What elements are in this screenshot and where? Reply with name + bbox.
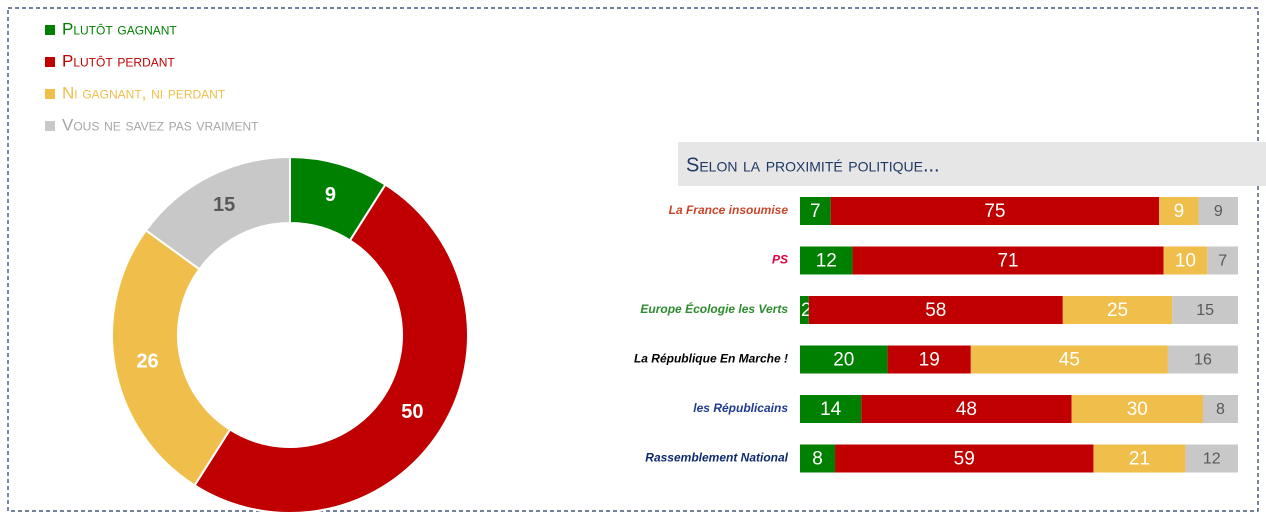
bar-segment (800, 345, 888, 374)
chart-title: Selon la proximité politique... (686, 154, 940, 176)
data-label: 30 (1127, 399, 1148, 420)
legend-label: Ni gagnant, ni perdant (62, 83, 226, 102)
donut-segment (111, 228, 232, 487)
data-label: 71 (997, 251, 1018, 272)
legend-label: Vous ne savez pas vraiment (62, 115, 259, 134)
category-label: Europe Écologie les Verts (640, 301, 788, 316)
bar-segment (835, 444, 1094, 473)
data-label: 10 (1175, 251, 1196, 272)
data-label: 59 (954, 449, 975, 470)
data-label: 20 (833, 350, 854, 371)
bar-segment (1185, 444, 1238, 473)
legend-swatch (45, 121, 55, 131)
bar-segment (1062, 296, 1173, 324)
bar-segment (800, 395, 862, 423)
category-label: PS (772, 253, 788, 267)
bar-segment (970, 345, 1168, 374)
bar-segment (1202, 395, 1238, 423)
data-label: 7 (1218, 253, 1227, 270)
data-label: 9 (325, 184, 336, 206)
data-label: 25 (1107, 300, 1128, 321)
data-label: 8 (1216, 401, 1225, 418)
data-label: 7 (810, 201, 821, 222)
legend-label: Plutôt gagnant (62, 19, 177, 38)
category-label: La République En Marche ! (634, 352, 788, 366)
bar-segment (800, 444, 836, 473)
bar-segment (1198, 197, 1238, 225)
bar-segment (1071, 395, 1203, 423)
data-label: 12 (1203, 451, 1221, 468)
legend-swatch (45, 89, 55, 99)
donut-segment (193, 183, 469, 514)
bar-segment (800, 197, 831, 225)
legend-swatch (45, 25, 55, 35)
bar-segment (808, 296, 1063, 324)
data-label: 9 (1174, 201, 1185, 222)
bar-segment (852, 246, 1164, 275)
bar-segment (800, 296, 809, 324)
data-label: 9 (1214, 203, 1223, 220)
data-label: 12 (816, 251, 837, 272)
data-label: 50 (401, 401, 423, 423)
data-label: 16 (1194, 352, 1212, 369)
legend-label: Plutôt perdant (62, 51, 175, 70)
title-band (678, 142, 1266, 186)
data-label: 15 (1196, 302, 1214, 319)
data-label: 58 (925, 300, 946, 321)
legend-swatch (45, 57, 55, 67)
data-label: 19 (919, 350, 940, 371)
data-label: 48 (956, 399, 977, 420)
bar-segment (1172, 296, 1238, 324)
bar-segment (1167, 345, 1238, 374)
bar-segment (1207, 246, 1238, 275)
frame (7, 7, 1259, 512)
data-label: 14 (820, 399, 842, 420)
category-label: La France insoumise (669, 203, 789, 217)
bar-segment (1093, 444, 1186, 473)
data-label: 21 (1129, 449, 1150, 470)
category-label: Rassemblement National (645, 451, 788, 465)
data-label: 45 (1059, 350, 1080, 371)
donut-segment (144, 155, 291, 271)
bar-segment (887, 345, 971, 374)
bar-segment (830, 197, 1160, 225)
bar-segment (861, 395, 1072, 423)
bar-segment (800, 246, 853, 275)
category-label: les Républicains (693, 401, 788, 415)
data-label: 8 (812, 449, 823, 470)
bar-segment (1159, 197, 1199, 225)
bar-segment (1163, 246, 1208, 275)
data-label: 2 (801, 300, 812, 321)
data-label: 75 (984, 201, 1005, 222)
data-label: 26 (136, 350, 158, 372)
data-label: 15 (213, 194, 235, 216)
